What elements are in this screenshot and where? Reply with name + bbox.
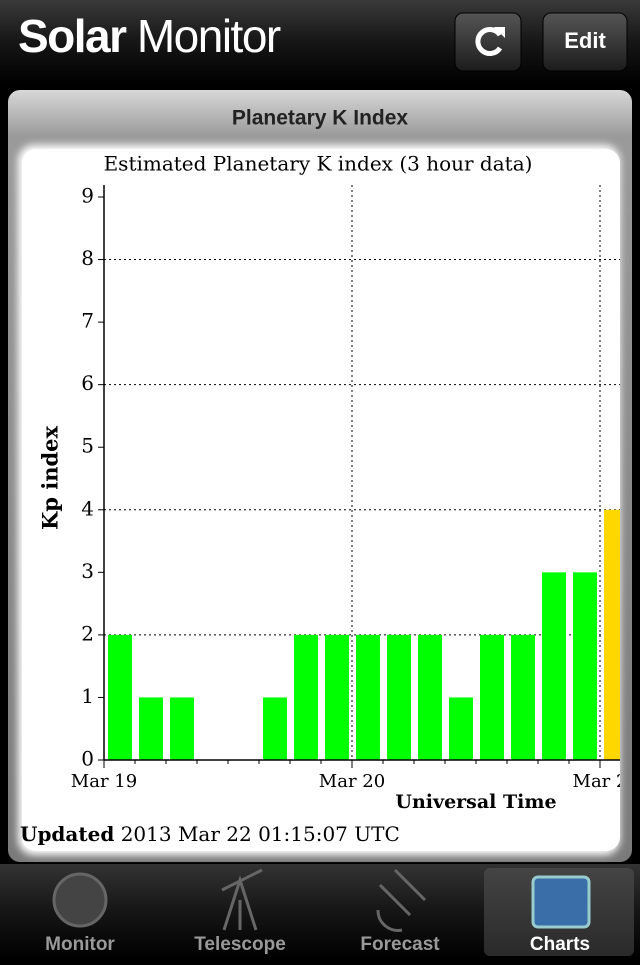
y-tick-label: 3 — [81, 559, 94, 583]
bar — [356, 634, 380, 760]
y-tick-label: 8 — [81, 246, 94, 270]
bar — [294, 634, 318, 760]
tab-labels: Monitor Telescope Forecast Charts — [45, 934, 590, 955]
tab-icons — [52, 868, 591, 932]
tab-label[interactable]: Charts — [530, 934, 590, 955]
refresh-button[interactable] — [454, 12, 522, 72]
refresh-icon — [475, 27, 503, 56]
bar — [418, 634, 442, 760]
charts-icon — [531, 875, 591, 929]
monitor-icon — [52, 872, 108, 928]
y-axis-label: Kp index — [38, 425, 63, 530]
tab-label[interactable]: Monitor — [45, 934, 115, 955]
y-tick-label: 7 — [81, 309, 94, 333]
y-tick-label: 2 — [81, 621, 94, 645]
y-tick-label: 4 — [81, 496, 94, 520]
panel-title: Planetary K Index — [232, 107, 409, 130]
bar — [573, 572, 597, 760]
updated-text: Updated 2013 Mar 22 01:15:07 UTC — [20, 822, 400, 846]
bar — [449, 697, 473, 760]
forecast-icon — [376, 868, 427, 932]
updated-label: Updated — [20, 822, 114, 846]
chart-title: Estimated Planetary K index (3 hour data… — [104, 152, 533, 176]
header-bar — [0, 0, 640, 84]
bar — [480, 634, 504, 760]
chart-card — [22, 149, 620, 851]
tab-label[interactable]: Forecast — [360, 934, 440, 955]
x-tick-label: Mar 2 — [573, 771, 628, 792]
bar — [325, 634, 349, 760]
tab-label[interactable]: Telescope — [194, 934, 286, 955]
y-tick-label: 5 — [81, 434, 94, 458]
edit-button-bg[interactable] — [542, 12, 628, 72]
y-tick-label: 9 — [81, 184, 94, 208]
edit-button[interactable]: Edit — [542, 12, 628, 72]
x-tick-label: Mar 20 — [319, 771, 385, 792]
updated-time: 2013 Mar 22 01:15:07 UTC — [121, 822, 400, 846]
app-title-bold: Solar — [18, 10, 127, 62]
telescope-icon — [221, 868, 263, 931]
chart: Estimated Planetary K index (3 hour data… — [20, 152, 628, 846]
bar — [387, 634, 411, 760]
app-title: Solar Monitor — [18, 10, 281, 62]
bar — [604, 509, 620, 760]
y-tick-label: 1 — [81, 684, 94, 708]
y-tick-label: 6 — [81, 371, 94, 395]
bar — [263, 697, 287, 760]
bar — [170, 697, 194, 760]
app-title-rest: Monitor — [137, 10, 281, 62]
refresh-arrow — [494, 27, 505, 38]
y-tick-label: 0 — [81, 747, 94, 771]
refresh-button-bg[interactable] — [454, 12, 522, 72]
x-tick-label: Mar 19 — [71, 771, 137, 792]
bar — [511, 634, 535, 760]
edit-label[interactable]: Edit — [564, 28, 606, 53]
x-axis-label: Universal Time — [395, 791, 556, 813]
bar — [108, 634, 132, 760]
bar — [542, 572, 566, 760]
bar — [139, 697, 163, 760]
